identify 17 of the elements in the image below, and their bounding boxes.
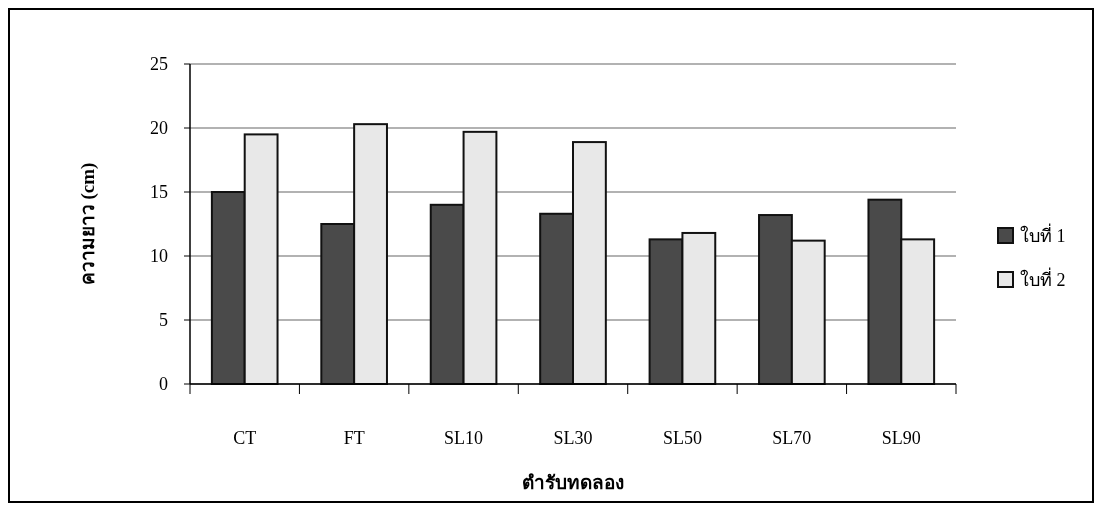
x-tick-label: SL30 (553, 428, 593, 448)
x-tick-label: CT (233, 428, 257, 448)
x-tick-label: SL90 (881, 428, 921, 448)
y-tick-label: 15 (150, 182, 168, 203)
y-tick-label: 0 (159, 374, 168, 395)
x-tick-label: SL10 (444, 428, 484, 448)
y-tick-label: 10 (150, 246, 168, 267)
x-tick-label: SL70 (772, 428, 812, 448)
legend-label: ใบที่ 2 (1020, 267, 1066, 291)
y-axis-title: ความยาว (cm) (77, 162, 99, 286)
x-tick-label: SL50 (662, 428, 702, 448)
legend-label: ใบที่ 1 (1020, 223, 1066, 247)
y-tick-label: 5 (159, 310, 168, 331)
x-tick-label: FT (343, 428, 365, 448)
x-axis-title: ตำรับทดลอง (522, 472, 624, 493)
y-tick-label: 20 (150, 118, 168, 139)
y-tick-label: 25 (150, 54, 168, 75)
